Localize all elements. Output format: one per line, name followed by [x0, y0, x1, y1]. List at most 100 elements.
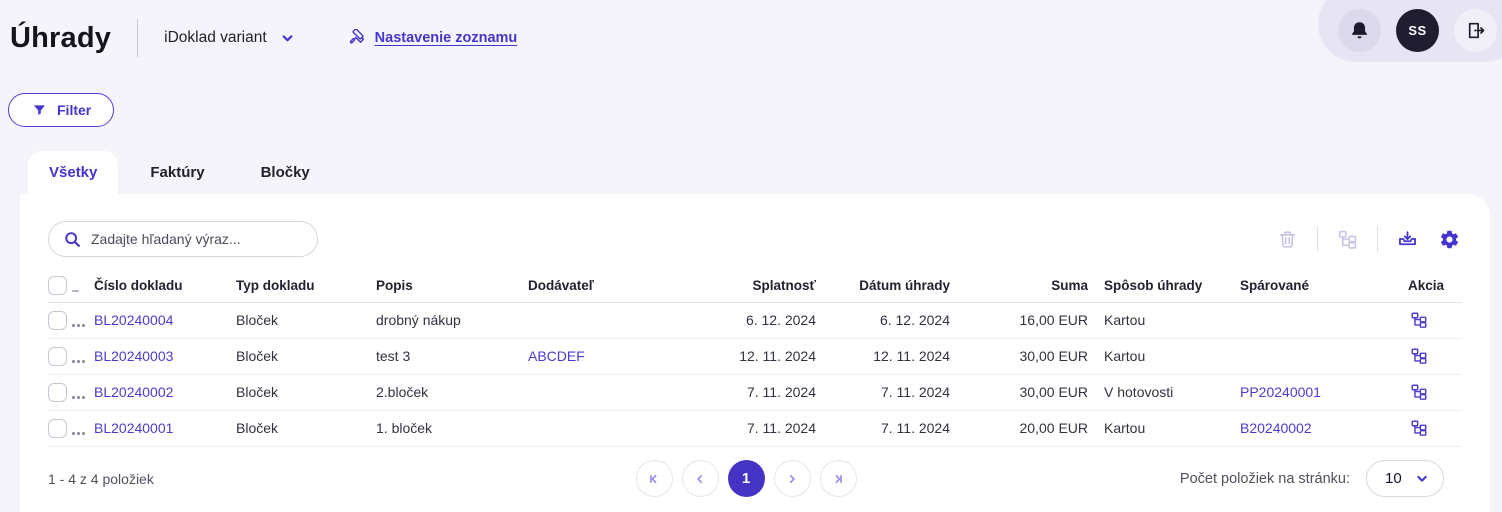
avatar-initials: SS: [1408, 22, 1427, 38]
column-header-due-date: Splatnosť: [708, 270, 816, 303]
pagination: 1: [635, 460, 857, 497]
due-date: 7. 11. 2024: [708, 410, 816, 447]
toolbar-separator: [1317, 226, 1318, 252]
variant-selector[interactable]: iDoklad variant: [164, 29, 296, 47]
funnel-icon: [31, 102, 48, 119]
supplier-link[interactable]: ABCDEF: [528, 348, 585, 364]
due-date: 6. 12. 2024: [708, 302, 816, 339]
variant-selector-label: iDoklad variant: [164, 29, 267, 46]
document-number-link[interactable]: BL20240002: [94, 384, 174, 400]
document-type: Bloček: [236, 302, 376, 339]
description: test 3: [376, 338, 528, 375]
column-header-type: Typ dokladu: [236, 270, 376, 303]
row-dots-icon: [72, 432, 85, 435]
table-row: BL20240002 Bloček 2.bloček 7. 11. 2024 7…: [48, 374, 1462, 411]
column-header-payment-date: Dátum úhrady: [816, 270, 950, 303]
tab-label: Faktúry: [150, 164, 205, 181]
search-input[interactable]: [91, 231, 303, 247]
column-header-paired: Spárované: [1240, 270, 1408, 303]
due-date: 7. 11. 2024: [708, 374, 816, 411]
first-page-button[interactable]: [635, 460, 673, 497]
pair-action-button[interactable]: [1408, 381, 1430, 403]
tree-icon: [1410, 347, 1428, 365]
user-pill: SS: [1318, 0, 1502, 62]
first-page-icon: [646, 471, 662, 487]
per-page-control: Počet položiek na stránku: 10: [857, 460, 1444, 497]
tab-vsetky[interactable]: Všetky: [28, 151, 119, 194]
select-all-checkbox[interactable]: [48, 276, 67, 296]
next-page-button[interactable]: [773, 460, 811, 497]
chevron-left-icon: [692, 471, 708, 487]
logout-button[interactable]: [1454, 8, 1497, 52]
gear-icon: [1439, 229, 1460, 250]
row-checkbox[interactable]: [48, 382, 67, 402]
amount: 30,00 EUR: [950, 338, 1088, 375]
tree-icon: [1410, 311, 1428, 329]
per-page-select[interactable]: 10: [1366, 460, 1444, 497]
pair-action-button[interactable]: [1408, 309, 1430, 331]
bell-icon: [1349, 20, 1370, 41]
list-card: Číslo dokladu Typ dokladu Popis Dodávate…: [20, 194, 1490, 512]
tree-icon: [1410, 419, 1428, 437]
document-number-link[interactable]: BL20240003: [94, 348, 174, 364]
trash-icon: [1277, 229, 1298, 250]
select-all-dash-icon: [72, 290, 79, 293]
payments-table: Číslo dokladu Typ dokladu Popis Dodávate…: [48, 270, 1462, 447]
list-settings: Nastavenie zoznamu: [346, 28, 518, 48]
row-dots-icon: [72, 324, 85, 327]
paint-roller-icon: [346, 28, 365, 48]
chevron-right-icon: [784, 471, 800, 487]
notifications-button[interactable]: [1338, 8, 1381, 52]
current-page-button[interactable]: 1: [727, 460, 765, 497]
tree-icon: [1410, 383, 1428, 401]
paired-document-link[interactable]: B20240002: [1240, 420, 1312, 436]
last-page-button[interactable]: [819, 460, 857, 497]
pair-action-button[interactable]: [1408, 417, 1430, 439]
delete-button[interactable]: [1275, 227, 1300, 252]
filter-button[interactable]: Filter: [8, 93, 115, 127]
payment-date: 6. 12. 2024: [816, 302, 950, 339]
list-settings-link[interactable]: Nastavenie zoznamu: [374, 30, 518, 46]
column-header-action: Akcia: [1408, 270, 1462, 303]
pair-action-button[interactable]: [1408, 345, 1430, 367]
filter-row: Filter: [8, 93, 1502, 127]
column-header-supplier: Dodávateľ: [528, 270, 708, 303]
document-type: Bloček: [236, 338, 376, 375]
row-checkbox[interactable]: [48, 310, 67, 330]
due-date: 12. 11. 2024: [708, 338, 816, 375]
document-number-link[interactable]: BL20240004: [94, 312, 174, 328]
previous-page-button[interactable]: [681, 460, 719, 497]
payment-method: Kartou: [1088, 410, 1240, 447]
payment-method: Kartou: [1088, 338, 1240, 375]
paired-document-link[interactable]: PP20240001: [1240, 384, 1321, 400]
tab-faktury[interactable]: Faktúry: [126, 151, 228, 194]
per-page-label: Počet položiek na stránku:: [1179, 470, 1350, 487]
filter-button-label: Filter: [57, 102, 92, 118]
table-footer: 1 - 4 z 4 položiek 1 Počet položiek na s…: [48, 447, 1462, 511]
amount: 20,00 EUR: [950, 410, 1088, 447]
header-divider: [137, 19, 139, 57]
toolbar-actions: [1275, 226, 1462, 252]
amount: 16,00 EUR: [950, 302, 1088, 339]
description: drobný nákup: [376, 302, 528, 339]
avatar[interactable]: SS: [1396, 8, 1439, 52]
row-checkbox[interactable]: [48, 418, 67, 438]
row-checkbox[interactable]: [48, 346, 67, 366]
search-box: [48, 221, 318, 257]
list-toolbar: [48, 194, 1462, 257]
table-header-row: Číslo dokladu Typ dokladu Popis Dodávate…: [48, 270, 1462, 303]
document-type: Bloček: [236, 410, 376, 447]
chevron-down-icon: [279, 30, 296, 47]
table-row: BL20240004 Bloček drobný nákup 6. 12. 20…: [48, 302, 1462, 339]
document-number-link[interactable]: BL20240001: [94, 420, 174, 436]
column-header-amount: Suma: [950, 270, 1088, 303]
download-tray-icon: [1397, 229, 1418, 250]
tab-label: Bločky: [260, 164, 310, 181]
tab-blocky[interactable]: Bločky: [237, 151, 334, 194]
tab-label: Všetky: [49, 164, 98, 181]
settings-button[interactable]: [1437, 227, 1462, 252]
tab-bar: Všetky Faktúry Bločky: [0, 151, 1502, 194]
description: 2.bloček: [376, 374, 528, 411]
pairing-button[interactable]: [1335, 227, 1360, 252]
export-button[interactable]: [1395, 227, 1420, 252]
